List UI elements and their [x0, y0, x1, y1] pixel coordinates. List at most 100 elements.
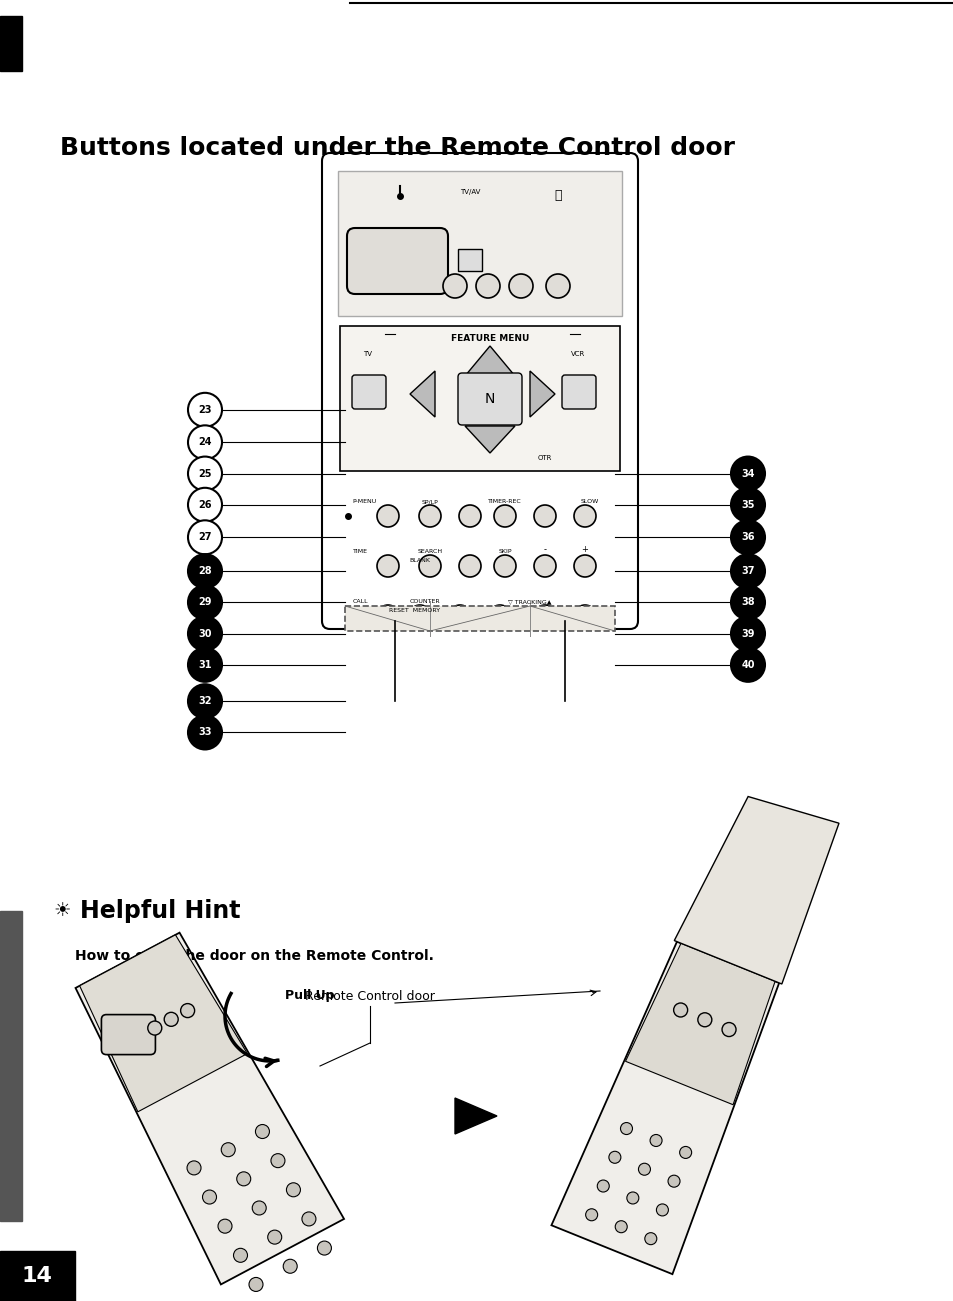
- Polygon shape: [455, 1098, 497, 1134]
- Circle shape: [409, 605, 431, 627]
- Text: Buttons located under the Remote Control door: Buttons located under the Remote Control…: [60, 137, 734, 160]
- Circle shape: [376, 505, 398, 527]
- Circle shape: [489, 605, 511, 627]
- Text: TV/AV: TV/AV: [459, 189, 479, 195]
- Circle shape: [188, 393, 222, 427]
- Text: 27: 27: [198, 532, 212, 543]
- Circle shape: [188, 684, 222, 718]
- Circle shape: [442, 275, 467, 298]
- Circle shape: [255, 1124, 269, 1138]
- Text: ☀: ☀: [53, 902, 71, 921]
- Circle shape: [188, 520, 222, 554]
- Circle shape: [644, 1232, 656, 1245]
- Text: 🔇: 🔇: [554, 189, 561, 202]
- Polygon shape: [551, 942, 779, 1274]
- Text: 40: 40: [740, 660, 754, 670]
- Circle shape: [597, 1180, 609, 1192]
- Polygon shape: [464, 346, 515, 376]
- Circle shape: [317, 1241, 331, 1255]
- Bar: [339, 327, 619, 471]
- Polygon shape: [530, 371, 555, 418]
- Text: 36: 36: [740, 532, 754, 543]
- Text: 23: 23: [198, 405, 212, 415]
- Circle shape: [188, 648, 222, 682]
- Polygon shape: [75, 933, 344, 1284]
- Circle shape: [494, 556, 516, 578]
- Circle shape: [221, 1142, 235, 1157]
- Circle shape: [534, 556, 556, 578]
- Text: ▽ TRACKING▲: ▽ TRACKING▲: [508, 598, 551, 604]
- Circle shape: [615, 1220, 626, 1233]
- Circle shape: [574, 605, 596, 627]
- Bar: [0, 911, 22, 1222]
- Circle shape: [188, 617, 222, 650]
- Circle shape: [730, 554, 764, 588]
- Circle shape: [164, 1012, 178, 1026]
- Circle shape: [585, 1209, 597, 1220]
- Text: SKIP: SKIP: [497, 549, 511, 554]
- Text: RESET  MEMORY: RESET MEMORY: [389, 608, 440, 613]
- Circle shape: [721, 1023, 736, 1037]
- Circle shape: [697, 1012, 711, 1026]
- Circle shape: [376, 556, 398, 578]
- Bar: [457, 248, 481, 271]
- Circle shape: [545, 275, 569, 298]
- Bar: [0, 16, 22, 72]
- FancyBboxPatch shape: [352, 375, 386, 409]
- Circle shape: [534, 505, 556, 527]
- Circle shape: [418, 505, 440, 527]
- Circle shape: [458, 556, 480, 578]
- Text: TIMER-REC: TIMER-REC: [488, 500, 521, 503]
- Text: N: N: [484, 392, 495, 406]
- Circle shape: [418, 556, 440, 578]
- Circle shape: [249, 1278, 263, 1292]
- Circle shape: [509, 275, 533, 298]
- FancyBboxPatch shape: [457, 373, 521, 425]
- Text: OTR: OTR: [537, 455, 552, 461]
- Text: 25: 25: [198, 468, 212, 479]
- Circle shape: [233, 1249, 247, 1262]
- Circle shape: [188, 585, 222, 619]
- Circle shape: [673, 1003, 687, 1017]
- Circle shape: [730, 457, 764, 490]
- Circle shape: [649, 1134, 661, 1146]
- Circle shape: [638, 1163, 650, 1175]
- Text: Pull Up: Pull Up: [285, 990, 335, 1003]
- Circle shape: [202, 1190, 216, 1203]
- Circle shape: [494, 505, 516, 527]
- Text: 24: 24: [198, 437, 212, 448]
- Circle shape: [656, 1203, 668, 1216]
- Text: 14: 14: [22, 1266, 52, 1285]
- Circle shape: [679, 1146, 691, 1158]
- Circle shape: [449, 605, 471, 627]
- Text: COUNTER: COUNTER: [409, 598, 440, 604]
- Text: P-MENU: P-MENU: [353, 500, 376, 503]
- Bar: [0, 1252, 75, 1301]
- Circle shape: [180, 1003, 194, 1017]
- Bar: [337, 170, 621, 316]
- Circle shape: [188, 716, 222, 749]
- Text: 39: 39: [740, 628, 754, 639]
- Text: BLANK: BLANK: [409, 558, 430, 563]
- Polygon shape: [464, 425, 515, 453]
- Text: 37: 37: [740, 566, 754, 576]
- Text: 32: 32: [198, 696, 212, 706]
- Circle shape: [667, 1175, 679, 1188]
- Circle shape: [574, 505, 596, 527]
- Circle shape: [286, 1183, 300, 1197]
- Circle shape: [626, 1192, 639, 1203]
- Circle shape: [730, 520, 764, 554]
- Text: 35: 35: [740, 500, 754, 510]
- Circle shape: [534, 605, 556, 627]
- Text: 33: 33: [198, 727, 212, 738]
- Circle shape: [730, 648, 764, 682]
- Text: CALL: CALL: [352, 598, 368, 604]
- Circle shape: [268, 1231, 281, 1244]
- Text: SEARCH: SEARCH: [417, 549, 442, 554]
- Text: VCR: VCR: [570, 351, 584, 356]
- Polygon shape: [410, 371, 435, 418]
- Bar: [345, 606, 615, 631]
- Text: TIME: TIME: [352, 549, 367, 554]
- Text: TV: TV: [363, 351, 372, 356]
- Circle shape: [476, 275, 499, 298]
